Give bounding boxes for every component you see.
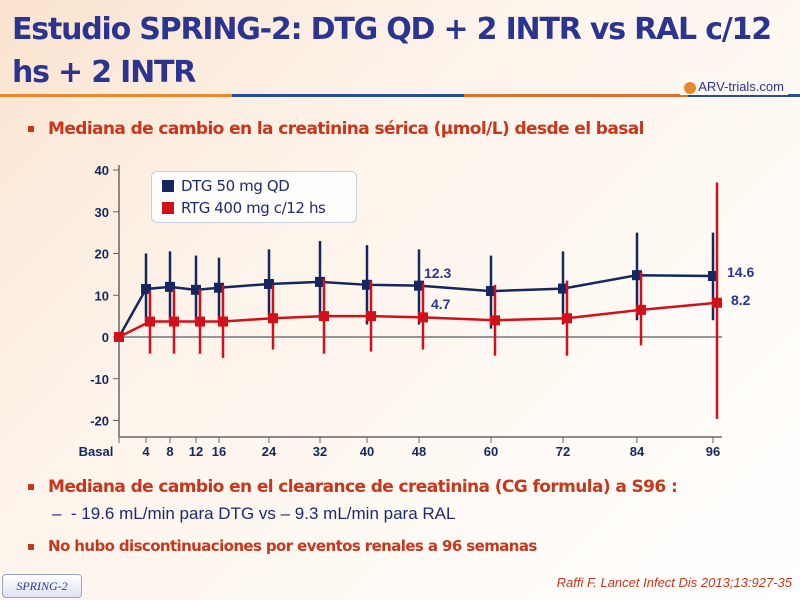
data-point — [632, 270, 642, 281]
data-point — [214, 282, 224, 293]
page-title: Estudio SPRING-2: DTG QD + 2 INTR vs RAL… — [12, 12, 772, 90]
data-point — [315, 276, 325, 287]
x-tick-label: 8 — [166, 444, 173, 459]
x-tick-label: 96 — [706, 444, 720, 459]
bullet-text: No hubo discontinuaciones por eventos re… — [48, 537, 537, 555]
data-point — [268, 313, 278, 324]
data-label: 14.6 — [727, 264, 754, 280]
chart-legend: DTG 50 mg QD RTG 400 mg c/12 hs — [151, 171, 357, 223]
bullet-1: Mediana de cambio en la creatinina séric… — [28, 119, 644, 139]
bullet-2: Mediana de cambio en el clearance de cre… — [28, 477, 678, 497]
data-point — [264, 278, 274, 289]
data-point — [562, 313, 572, 324]
x-tick-label: 48 — [412, 444, 426, 459]
x-tick-label: 40 — [360, 444, 374, 459]
x-tick-label: 12 — [189, 444, 203, 459]
legend-item-dtg: DTG 50 mg QD — [162, 177, 290, 195]
y-tick-label: 30 — [95, 205, 109, 220]
legend-label: DTG 50 mg QD — [181, 177, 290, 195]
bullet-3: No hubo discontinuaciones por eventos re… — [28, 537, 537, 555]
legend-swatch — [162, 180, 174, 192]
logo-text: ARV-trials.com — [698, 79, 784, 94]
y-tick-label: 0 — [102, 330, 109, 345]
data-point — [414, 280, 424, 291]
y-tick-label: -10 — [90, 372, 109, 387]
data-point — [319, 311, 329, 322]
logo-icon — [684, 81, 697, 94]
y-tick-label: 10 — [95, 288, 109, 303]
title-divider — [0, 94, 800, 97]
data-point — [636, 304, 646, 315]
data-point — [486, 286, 496, 297]
sub-bullet-text: - 19.6 mL/min para DTG vs – 9.3 mL/min p… — [70, 504, 456, 523]
x-tick-label: 16 — [212, 444, 226, 459]
x-tick-label: 60 — [484, 444, 498, 459]
data-point — [708, 271, 718, 282]
y-tick-label: 40 — [95, 163, 109, 178]
data-point — [712, 297, 722, 308]
data-label: 8.2 — [731, 292, 751, 308]
data-point — [165, 281, 175, 292]
bullet-icon — [28, 126, 34, 132]
sub-bullet: – - 19.6 mL/min para DTG vs – 9.3 mL/min… — [52, 504, 456, 523]
data-point — [114, 332, 124, 342]
data-point — [366, 311, 376, 322]
data-point — [169, 316, 179, 327]
legend-label: RTG 400 mg c/12 hs — [181, 199, 326, 217]
data-point — [218, 316, 228, 327]
x-tick-label: 4 — [142, 444, 150, 459]
y-tick-label: 20 — [95, 247, 109, 262]
legend-item-rtg: RTG 400 mg c/12 hs — [162, 199, 326, 217]
bullet-icon — [28, 484, 34, 490]
bullet-text: Mediana de cambio en la creatinina séric… — [48, 119, 644, 139]
bullet-icon — [28, 543, 34, 550]
x-tick-label: 84 — [630, 444, 645, 459]
x-tick-label: 24 — [262, 444, 277, 459]
data-label: 12.3 — [424, 265, 451, 281]
citation: Raffi F. Lancet Infect Dis 2013;13:927-3… — [556, 575, 792, 590]
data-point — [141, 283, 151, 294]
bullet-text: Mediana de cambio en el clearance de cre… — [48, 477, 678, 497]
data-point — [362, 279, 372, 290]
x-tick-label: Basal — [79, 444, 114, 459]
data-point — [145, 316, 155, 327]
logo: ARV-trials.com — [680, 78, 788, 95]
x-tick-label: 32 — [313, 444, 327, 459]
data-point — [558, 283, 568, 294]
x-tick-label: 72 — [556, 444, 570, 459]
data-point — [418, 312, 428, 323]
data-point — [490, 315, 500, 326]
y-tick-label: -20 — [90, 414, 109, 429]
data-label: 4.7 — [431, 296, 451, 312]
study-badge: SPRING-2 — [2, 574, 82, 598]
data-point — [191, 284, 201, 295]
legend-swatch — [162, 202, 174, 214]
data-point — [195, 316, 205, 327]
